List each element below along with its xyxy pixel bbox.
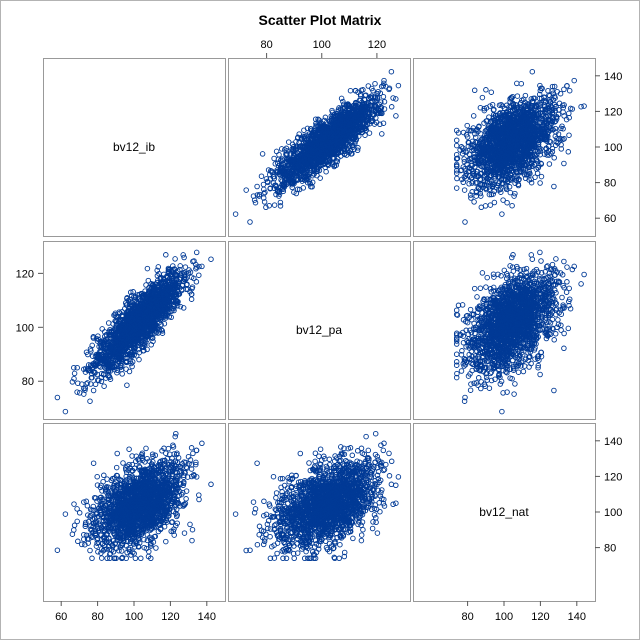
data-point bbox=[380, 120, 387, 126]
data-point bbox=[264, 178, 271, 185]
data-point bbox=[303, 173, 309, 180]
chart-title: Scatter Plot Matrix bbox=[259, 12, 382, 28]
panel-bv12_ib-vs-bv12_ib: bv12_ib bbox=[43, 58, 226, 237]
data-point bbox=[232, 211, 239, 217]
data-point bbox=[261, 199, 268, 205]
data-point bbox=[243, 187, 249, 193]
data-point bbox=[258, 173, 265, 179]
data-point bbox=[372, 80, 378, 87]
data-point bbox=[256, 193, 262, 199]
data-point bbox=[395, 82, 402, 89]
data-point bbox=[381, 106, 388, 112]
data-point bbox=[388, 68, 395, 75]
data-point bbox=[365, 83, 372, 89]
data-point bbox=[259, 151, 266, 157]
data-point bbox=[247, 219, 253, 225]
data-point bbox=[381, 77, 387, 84]
data-point bbox=[381, 99, 388, 105]
data-point bbox=[349, 150, 355, 157]
data-point bbox=[369, 85, 375, 92]
data-point bbox=[266, 202, 272, 209]
data-point bbox=[284, 151, 290, 157]
data-point bbox=[284, 148, 290, 154]
data-point bbox=[262, 189, 268, 196]
data-point bbox=[354, 147, 361, 154]
data-point bbox=[315, 116, 321, 123]
data-point bbox=[338, 95, 345, 102]
data-point bbox=[278, 162, 285, 169]
data-point bbox=[270, 173, 276, 180]
data-point bbox=[308, 183, 314, 190]
panel-frame bbox=[43, 58, 226, 237]
variable-label: bv12_ib bbox=[113, 140, 155, 154]
data-point bbox=[260, 181, 267, 188]
data-point bbox=[340, 98, 346, 105]
data-point bbox=[334, 158, 341, 165]
data-point bbox=[390, 95, 396, 101]
data-point bbox=[270, 180, 277, 186]
data-point bbox=[267, 185, 273, 192]
panel-bv12_ib-vs-bv12_nat bbox=[413, 58, 596, 237]
data-point bbox=[277, 199, 284, 206]
data-point bbox=[275, 160, 281, 166]
data-point bbox=[277, 203, 284, 209]
panel-bv12_ib-vs-bv12_pa bbox=[228, 58, 411, 237]
data-point bbox=[380, 93, 387, 100]
panel-bv12_pa-vs-bv12_ib bbox=[43, 241, 226, 420]
data-point bbox=[393, 96, 399, 102]
data-point bbox=[312, 116, 319, 122]
data-point bbox=[254, 183, 260, 190]
data-point bbox=[388, 104, 395, 110]
data-point bbox=[369, 115, 375, 121]
